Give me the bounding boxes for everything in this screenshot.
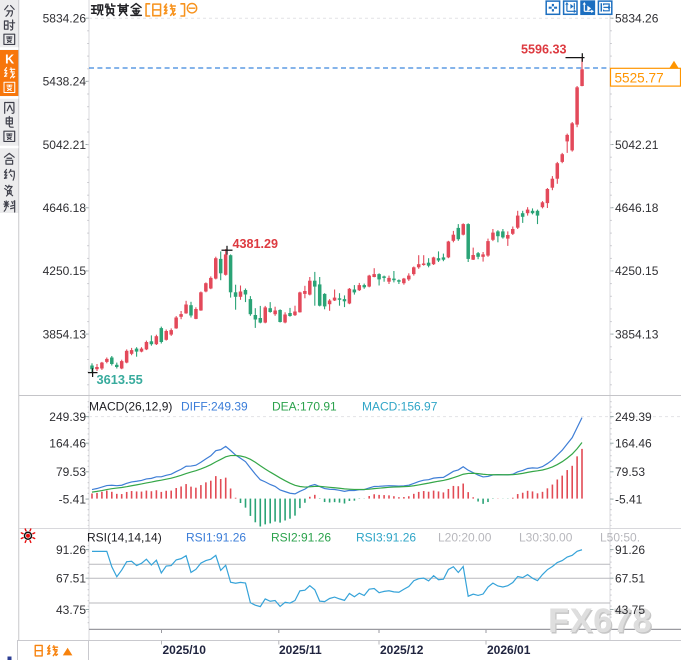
svg-text:DIFF:249.39: DIFF:249.39 [181,400,248,414]
svg-text:3613.55: 3613.55 [97,372,143,387]
svg-text:RSI(14,14,14): RSI(14,14,14) [87,531,162,545]
svg-text:67.51: 67.51 [615,572,645,586]
svg-text:79.53: 79.53 [56,465,86,479]
svg-text:MACD:156.97: MACD:156.97 [362,400,438,414]
svg-text:RSI3:91.26: RSI3:91.26 [356,531,416,545]
svg-text:L50:50.: L50:50. [600,531,640,545]
svg-text:-5.41: -5.41 [59,492,87,506]
svg-text:FX678: FX678 [548,602,652,640]
svg-text:4250.15: 4250.15 [615,264,659,278]
svg-text:MACD(26,12,9): MACD(26,12,9) [89,400,172,414]
svg-text:-5.41: -5.41 [615,492,643,506]
svg-text:164.46: 164.46 [615,437,652,451]
svg-text:2025/11: 2025/11 [279,643,322,657]
svg-text:3854.13: 3854.13 [43,327,87,341]
svg-text:4381.29: 4381.29 [233,237,279,251]
svg-text:5596.33: 5596.33 [521,43,567,57]
svg-text:2026/01: 2026/01 [487,643,531,657]
svg-text:DEA:170.91: DEA:170.91 [272,400,337,414]
svg-text:249.39: 249.39 [49,410,86,424]
svg-text:3854.13: 3854.13 [615,327,659,341]
svg-text:43.75: 43.75 [615,603,645,617]
svg-text:5834.26: 5834.26 [43,12,87,26]
svg-text:K: K [5,53,14,67]
svg-text:5042.21: 5042.21 [615,138,659,152]
svg-text:79.53: 79.53 [615,465,645,479]
svg-text:RSI1:91.26: RSI1:91.26 [186,531,246,545]
svg-text:RSI2:91.26: RSI2:91.26 [271,531,331,545]
svg-text:91.26: 91.26 [56,543,86,557]
svg-text:5525.77: 5525.77 [615,70,664,85]
svg-text:2025/12: 2025/12 [380,643,424,657]
svg-text:5834.26: 5834.26 [615,12,659,26]
svg-text:2025/10: 2025/10 [163,643,207,657]
svg-text:5438.24: 5438.24 [43,75,87,89]
svg-text:4646.18: 4646.18 [43,201,87,215]
svg-text:FX678: FX678 [549,604,653,642]
svg-text:5042.21: 5042.21 [43,138,87,152]
svg-text:4646.18: 4646.18 [615,201,659,215]
svg-text:43.75: 43.75 [56,603,86,617]
svg-text:4250.15: 4250.15 [43,264,87,278]
svg-text:249.39: 249.39 [615,410,652,424]
svg-text:164.46: 164.46 [49,437,86,451]
svg-text:L20:20.00: L20:20.00 [438,531,492,545]
svg-text:91.26: 91.26 [615,543,645,557]
svg-text:L30:30.00: L30:30.00 [519,531,573,545]
svg-text:67.51: 67.51 [56,572,86,586]
